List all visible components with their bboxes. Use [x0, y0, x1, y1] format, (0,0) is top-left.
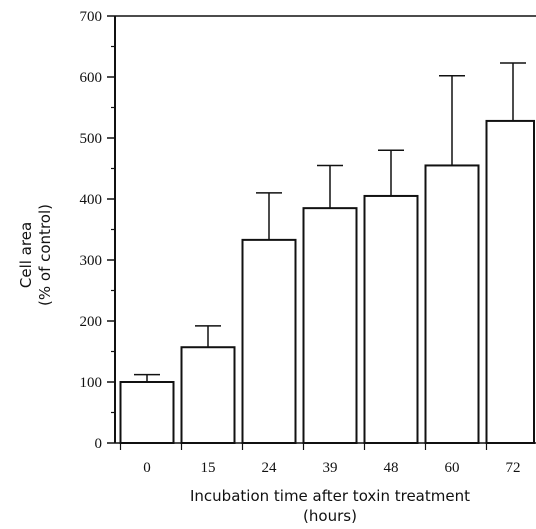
bar: [424, 164, 480, 444]
y-tick-label: 100: [80, 375, 103, 391]
y-tick-label: 600: [80, 70, 103, 86]
x-axis-title-line2: (hours): [303, 507, 357, 525]
x-tick-label: 0: [143, 460, 151, 476]
bar: [302, 207, 358, 444]
plot-area: [119, 62, 535, 445]
x-tick-label: 72: [506, 460, 521, 476]
y-tick-label: 300: [80, 253, 103, 269]
y-axis-title-line2: (% of control): [36, 204, 54, 306]
x-tick-label: 15: [201, 460, 216, 476]
x-axis-title-line1: Incubation time after toxin treatment: [190, 487, 470, 505]
x-tick-label: 48: [384, 460, 399, 476]
bar: [180, 346, 236, 445]
y-tick-label: 0: [95, 436, 103, 452]
y-tick-label: 400: [80, 192, 103, 208]
bar: [363, 194, 419, 444]
y-tick-label: 200: [80, 314, 103, 330]
bar: [485, 119, 535, 444]
y-tick-label: 500: [80, 131, 103, 147]
axes: 0 100 200 300 400 500 600 700 0 15 24 39 48 60 72: [80, 9, 536, 476]
x-tick-label: 24: [262, 460, 278, 476]
bar: [241, 238, 297, 444]
y-tick-label: 700: [80, 9, 103, 25]
x-tick-label: 39: [323, 460, 338, 476]
x-tick-label: 60: [445, 460, 460, 476]
y-axis-title-line1: Cell area: [17, 222, 35, 288]
bar: [119, 381, 175, 444]
